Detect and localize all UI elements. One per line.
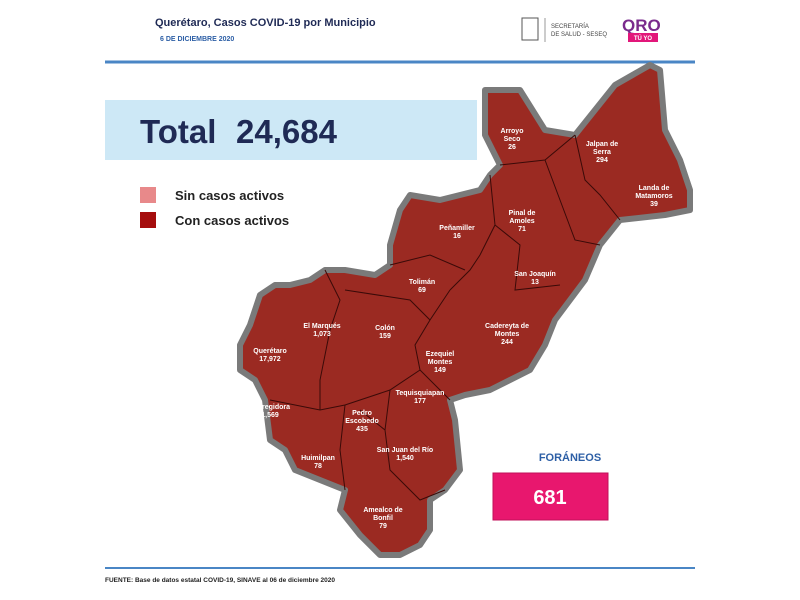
municipality-name: Escobedo [345,418,378,425]
municipality-name: Matamoros [635,193,672,200]
municipality-name: Corregidora [250,404,290,411]
footer: FUENTE: Base de datos estatal COVID-19, … [105,577,335,584]
municipality-cases: 78 [314,463,322,470]
municipality-cases: 39 [650,201,658,208]
agency-line: DE SALUD - SESEQ [551,32,607,38]
municipality-name: El Marqués [303,323,340,330]
legend-label: Sin casos activos [175,188,284,203]
municipality-name: Peñamiller [439,225,475,232]
municipality-name: Montes [428,359,453,366]
municipality-name: Arroyo [501,128,524,135]
legend-swatch [140,187,156,203]
municipality-name: Huimilpan [301,455,335,462]
foreign-label: FORÁNEOS [539,451,601,464]
municipality-cases: 159 [379,333,391,340]
legend-swatch [140,212,156,228]
municipality-cases: 177 [414,398,426,405]
municipality-name: Bonfil [373,515,393,522]
municipality-name: Amoles [509,218,534,225]
municipality-name: Landa de [639,185,670,192]
municipality-cases: 71 [518,226,526,233]
municipality-name: Amealco de [363,507,402,514]
foreign-value: 681 [533,487,566,509]
municipality-name: Seco [504,136,521,143]
municipality-cases: 26 [508,144,516,151]
foreign-box [492,472,609,521]
total-value: 24,684 [236,113,338,150]
municipality-name: Pinal de [509,210,536,217]
municipality-cases: 149 [434,367,446,374]
municipality-cases: 1,569 [261,412,279,419]
municipality-name: San Juan del Río [377,447,433,454]
municipality-cases: 16 [453,233,461,240]
municipality-name: Querétaro [253,348,286,355]
municipality-name: Montes [495,331,520,338]
municipality-name: Tequisquiapan [396,390,445,397]
municipality-name: Tolimán [409,279,435,286]
municipality-cases: 435 [356,426,368,433]
municipality-cases: 79 [379,523,387,530]
title: Querétaro, Casos COVID-19 por Municipio [155,17,376,29]
municipality-name: Pedro [352,410,372,417]
municipality-name: Cadereyta de [485,323,529,330]
municipal-borders [269,134,621,501]
brand-tag-bg [628,33,658,42]
municipality-name: Ezequiel [426,351,454,358]
state-emblem [521,17,539,41]
brand-tag: TÚ YO [634,35,653,42]
legend-label: Con casos activos [175,213,289,228]
municipality-cases: 294 [596,157,608,164]
municipality-name: Jalpan de [586,141,618,148]
municipality-name: Serra [593,149,611,156]
municipality-name: San Joaquín [514,271,556,278]
municipality-cases: 1,073 [313,331,331,338]
agency-line: SECRETARÍA [551,23,589,30]
total-label: Total [140,113,216,150]
brand: QRO [622,16,661,35]
municipality-cases: 17,972 [259,356,281,363]
date: 6 DE DICIEMBRE 2020 [160,36,234,43]
municipality-name: Colón [375,325,395,332]
municipality-cases: 69 [418,287,426,294]
municipality-cases: 244 [501,339,513,346]
municipality-cases: 1,540 [396,455,414,462]
state-map [237,62,693,558]
total-band [105,100,477,160]
municipality-cases: 13 [531,279,539,286]
